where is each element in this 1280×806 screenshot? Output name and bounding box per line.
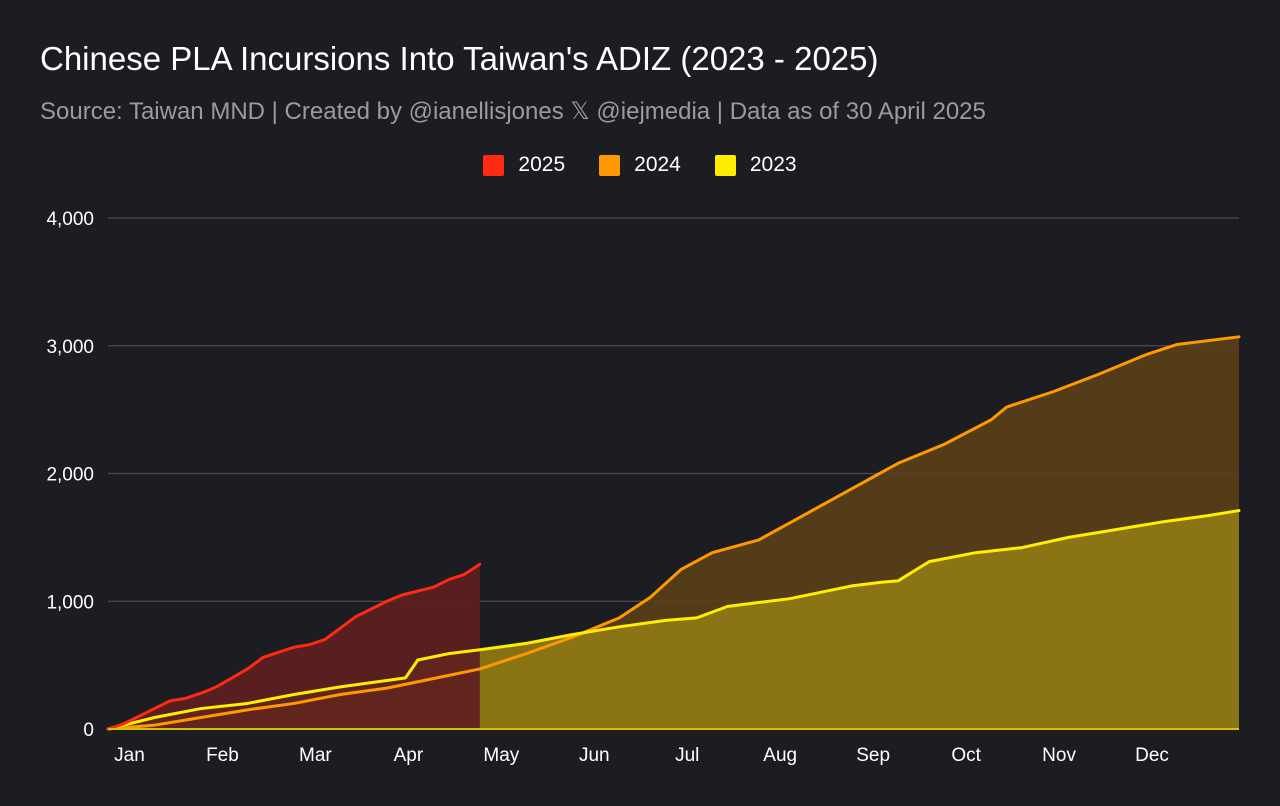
legend: 2025 2024 2023 [0,153,1280,177]
legend-label-2024: 2024 [634,153,681,176]
chart-subtitle: Source: Taiwan MND | Created by @ianelli… [40,98,986,125]
x-tick-label: Nov [1042,745,1076,766]
y-tick-label: 4,000 [46,209,94,230]
x-tick-label: Jan [114,745,145,766]
legend-swatch-2024 [599,154,621,176]
x-tick-label: Oct [951,745,981,766]
legend-item-2023[interactable]: 2023 [714,153,797,177]
series-areas [108,336,1239,729]
x-tick-label: Sep [856,745,890,766]
legend-label-2025: 2025 [518,153,566,176]
legend-item-2025[interactable]: 2025 [483,153,565,177]
line-2023[interactable] [106,509,1241,731]
line-2024[interactable] [106,335,1241,731]
series-lines [106,335,1241,731]
y-tick-label: 3,000 [46,337,94,358]
x-tick-label: May [483,745,519,766]
x-tick-label: Feb [206,745,239,766]
legend-label-2023: 2023 [749,153,797,176]
x-tick-label: Jun [579,745,610,766]
legend-item-2024[interactable]: 2024 [599,153,681,177]
chart-title: Chinese PLA Incursions Into Taiwan's ADI… [40,40,879,77]
x-tick-label: Jul [675,745,699,766]
x-tick-label: Apr [394,745,424,766]
axes: 0 1,000 2,000 3,000 4,000 Jan Feb Mar Apr May Jun J… [46,209,1239,766]
y-tick-label: 2,000 [46,465,94,486]
x-tick-label: Mar [299,745,332,766]
legend-swatch-2025 [483,154,505,176]
y-tick-label: 1,000 [46,592,94,613]
x-tick-label: Aug [763,745,797,766]
line-2025[interactable] [106,562,482,731]
x-tick-label: Dec [1135,745,1169,766]
legend-swatch-2023 [714,154,736,176]
y-tick-label: 0 [83,720,94,741]
